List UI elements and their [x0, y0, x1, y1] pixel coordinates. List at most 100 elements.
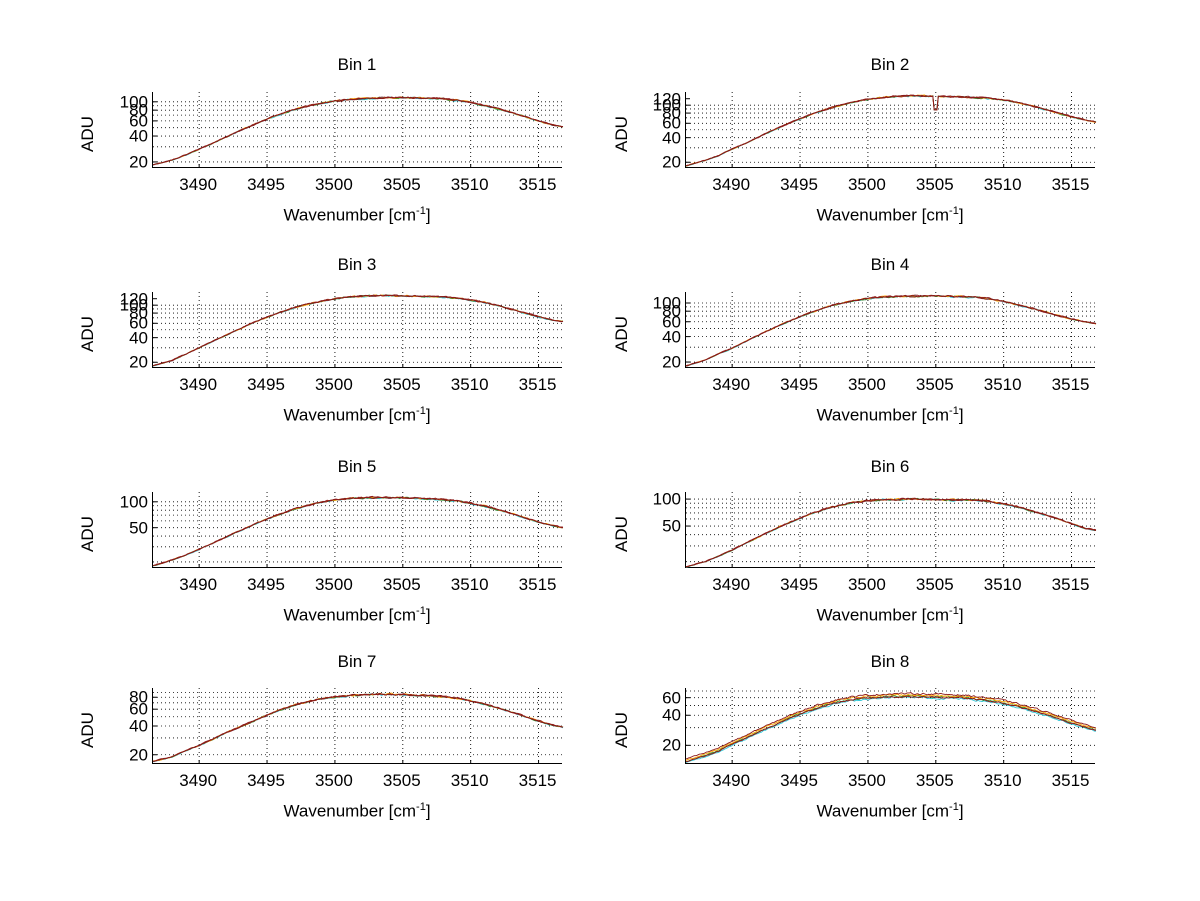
x-axis-label-bracket: ] [425, 205, 431, 225]
x-tick-label: 3510 [450, 175, 489, 194]
subplot-title-2: Bin 2 [870, 55, 910, 74]
x-tick-label: 3515 [518, 771, 557, 790]
x-tick-marks-4 [686, 302, 1073, 368]
plot-area-2 [685, 92, 1097, 168]
x-axis-label-3: Wavenumber [cm-1] [152, 405, 562, 426]
x-axis-label-main: Wavenumber [cm [283, 405, 417, 425]
y-tick-label: 40 [129, 126, 148, 146]
x-tick-label: 3510 [983, 375, 1022, 394]
x-tick-labels-6: 3490 3495 3500 3505 3510 3515 [685, 575, 1095, 597]
x-tick-label: 3505 [382, 175, 421, 194]
y-tick-label: 100 [652, 489, 681, 509]
y-tick-label: 50 [662, 516, 681, 536]
grid-lines-1 [153, 92, 563, 168]
y-tick-label: 100 [119, 295, 148, 315]
x-tick-label: 3500 [847, 575, 886, 594]
x-tick-label: 3500 [314, 575, 353, 594]
y-tick-label: 100 [652, 95, 681, 115]
y-tick-label: 50 [129, 518, 148, 538]
x-tick-label: 3510 [983, 575, 1022, 594]
x-tick-labels-3: 3490 3495 3500 3505 3510 3515 [152, 375, 562, 397]
series-line [685, 94, 1097, 167]
series-line [685, 497, 1097, 568]
y-tick-label: 40 [662, 128, 681, 148]
x-tick-label: 3495 [780, 771, 818, 790]
x-tick-label: 3495 [780, 575, 818, 594]
x-tick-label: 3490 [712, 175, 751, 194]
x-tick-marks-5 [153, 501, 540, 568]
subplot-title-1: Bin 1 [337, 55, 377, 74]
y-tick-label: 20 [662, 735, 681, 755]
x-axis-label-7: Wavenumber [cm-1] [152, 801, 562, 822]
x-axis-label-2: Wavenumber [cm-1] [685, 205, 1095, 226]
data-traces-7 [152, 692, 564, 763]
x-tick-marks-8 [686, 697, 1073, 764]
series-line [685, 692, 1097, 760]
y-tick-label: 80 [129, 303, 148, 323]
plot-area-3 [152, 292, 564, 368]
data-traces-5 [152, 495, 564, 567]
x-axis-label-6: Wavenumber [cm-1] [685, 605, 1095, 626]
x-tick-marks-1 [153, 101, 540, 168]
x-axis-label-main: Wavenumber [cm [816, 801, 950, 821]
x-axis-label-exponent: -1 [949, 801, 959, 813]
y-tick-label: 60 [129, 313, 148, 333]
y-tick-label: 60 [662, 688, 681, 708]
grid-lines-8 [686, 688, 1096, 764]
x-tick-label: 3490 [712, 375, 751, 394]
x-tick-label: 3505 [915, 375, 954, 394]
x-tick-labels-1: 3490 3495 3500 3505 3510 3515 [152, 175, 562, 197]
x-tick-label: 3490 [179, 175, 218, 194]
x-tick-label: 3510 [983, 175, 1022, 194]
x-tick-labels-2: 3490 3495 3500 3505 3510 3515 [685, 175, 1095, 197]
y-tick-label: 80 [129, 687, 148, 707]
x-tick-label: 3500 [314, 771, 353, 790]
x-axis-label-main: Wavenumber [cm [816, 205, 950, 225]
series-line [152, 496, 564, 567]
x-tick-marks-3 [153, 298, 540, 368]
x-axis-label-main: Wavenumber [cm [283, 801, 417, 821]
y-tick-labels-2: 120 100 80 60 40 20 [621, 90, 681, 171]
plot-area-5 [152, 492, 564, 568]
x-tick-label: 3505 [382, 375, 421, 394]
x-tick-label: 3500 [314, 175, 353, 194]
x-tick-marks-2 [686, 98, 1073, 168]
series-line [685, 693, 1097, 761]
x-tick-label: 3495 [247, 375, 285, 394]
x-tick-label: 3495 [780, 375, 818, 394]
x-tick-label: 3500 [847, 771, 886, 790]
grid-lines-2 [686, 92, 1096, 168]
grid-lines-5 [153, 492, 563, 568]
x-tick-labels-7: 3490 3495 3500 3505 3510 3515 [152, 771, 562, 793]
x-tick-label: 3515 [518, 375, 557, 394]
y-tick-label: 100 [119, 92, 148, 112]
plot-area-1 [152, 92, 564, 168]
x-tick-label: 3515 [518, 575, 557, 594]
x-axis-label-exponent: -1 [416, 605, 426, 617]
x-tick-label: 3495 [247, 771, 285, 790]
x-tick-label: 3490 [179, 575, 218, 594]
series-line [685, 295, 1097, 367]
series-line [685, 695, 1097, 763]
x-tick-label: 3510 [450, 771, 489, 790]
y-tick-labels-1: 100 80 60 40 20 [88, 92, 148, 170]
subplot-title-5: Bin 5 [337, 457, 377, 476]
y-tick-label: 20 [129, 745, 148, 765]
x-tick-labels-4: 3490 3495 3500 3505 3510 3515 [685, 375, 1095, 397]
y-tick-label: 60 [662, 113, 681, 133]
y-tick-label: 20 [129, 352, 148, 372]
y-tick-label: 80 [662, 301, 681, 321]
plot-area-4 [685, 292, 1097, 368]
x-tick-label: 3490 [712, 771, 751, 790]
y-tick-label: 60 [129, 111, 148, 131]
y-tick-label: 40 [129, 328, 148, 348]
x-tick-label: 3515 [1051, 375, 1090, 394]
x-tick-label: 3500 [847, 375, 886, 394]
x-axis-label-exponent: -1 [949, 605, 959, 617]
